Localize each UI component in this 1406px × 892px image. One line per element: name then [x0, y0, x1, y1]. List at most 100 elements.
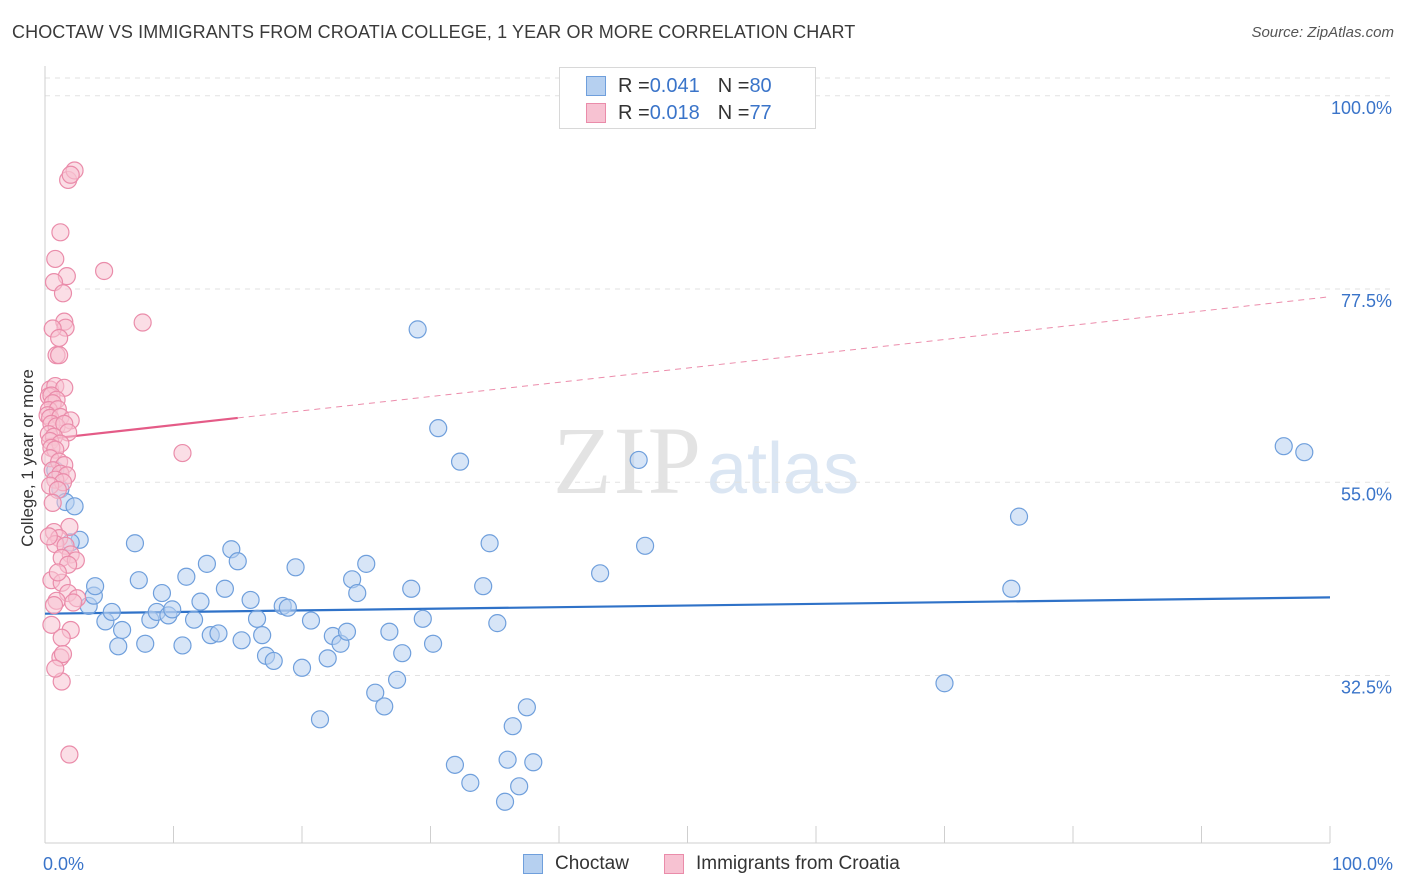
correlation-legend: R = 0.041 N = 80 R = 0.018 N = 77 [559, 67, 816, 129]
choctaw-point [102, 602, 121, 622]
croatia-point [43, 493, 62, 512]
choctaw-point [191, 592, 210, 611]
legend-row-choctaw: R = 0.041 N = 80 [586, 73, 772, 99]
choctaw-point [450, 452, 470, 471]
grid-lines [45, 77, 1393, 677]
choctaw-point [241, 590, 260, 610]
r-value-croatia: 0.018 [649, 101, 700, 124]
croatia-point [61, 165, 80, 184]
n-value-choctaw: 80 [749, 74, 772, 97]
r-label: R = [618, 101, 650, 124]
choctaw-point [1009, 507, 1029, 526]
choctaw-point [1295, 443, 1314, 462]
choctaw-point [935, 674, 954, 693]
tick-labels: 32.5% 55.0% 77.5% 100.0% 0.0% 100.0% [43, 98, 1393, 874]
choctaw-point [209, 624, 228, 643]
choctaw-point [1274, 437, 1293, 456]
choctaw-point [635, 536, 655, 555]
choctaw-point [357, 554, 376, 573]
n-label: N = [717, 101, 750, 124]
choctaw-point [264, 651, 283, 671]
croatia-point [46, 249, 65, 269]
choctaw-point [380, 622, 399, 641]
choctaw-point [301, 611, 321, 630]
croatia-point [95, 261, 114, 281]
choctaw-point [310, 710, 330, 729]
r-value-choctaw: 0.041 [649, 74, 700, 97]
choctaw-point [253, 626, 272, 645]
choctaw-point [152, 583, 172, 603]
choctaw-point [184, 610, 204, 629]
y-tick-label: 100.0% [1331, 98, 1392, 118]
choctaw-point [232, 631, 251, 650]
r-label: R = [618, 74, 650, 97]
choctaw-point [495, 792, 515, 811]
choctaw-legend-label: Choctaw [555, 853, 629, 874]
croatia-trend-line-dashed [237, 296, 1331, 419]
croatia-point [42, 615, 61, 634]
choctaw-point [524, 753, 543, 772]
choctaw-point [445, 755, 465, 774]
croatia-point [44, 595, 64, 615]
n-value-croatia: 77 [749, 101, 772, 124]
croatia-point [133, 313, 152, 332]
watermark-zip: ZIP [553, 407, 703, 514]
choctaw-point [488, 614, 507, 633]
croatia-legend-swatch [664, 854, 684, 874]
choctaw-point [591, 564, 610, 583]
choctaw-point [429, 419, 448, 438]
choctaw-point [228, 552, 247, 571]
choctaw-legend-swatch [523, 854, 543, 874]
choctaw-point [177, 567, 196, 586]
croatia-point [50, 328, 69, 348]
choctaw-point [112, 620, 132, 640]
choctaw-point [1002, 579, 1021, 598]
croatia-point [173, 443, 192, 463]
choctaw-point [474, 577, 493, 596]
n-label: N = [717, 74, 750, 97]
choctaw-point [278, 598, 297, 617]
croatia-point [39, 527, 58, 546]
choctaw-point [408, 320, 427, 339]
choctaw-point [393, 644, 412, 663]
choctaw-point [215, 579, 234, 598]
choctaw-point [366, 683, 385, 702]
source-credit: Source: ZipAtlas.com [1251, 24, 1394, 41]
x-tick-label-min: 0.0% [43, 854, 84, 874]
choctaw-point [109, 637, 128, 656]
legend-row-croatia: R = 0.018 N = 77 [586, 100, 772, 126]
croatia-point [53, 644, 73, 664]
choctaw-point [348, 583, 367, 603]
axes [44, 66, 1331, 844]
choctaw-point [413, 609, 432, 628]
choctaw-point [402, 579, 421, 598]
choctaw-point [247, 609, 267, 628]
choctaw-point [125, 534, 145, 553]
choctaw-point [510, 777, 529, 796]
choctaw-point [129, 571, 148, 590]
choctaw-point [629, 450, 648, 470]
choctaw-point [173, 636, 192, 655]
y-tick-label: 77.5% [1341, 291, 1392, 311]
croatia-point [46, 659, 65, 678]
choctaw-point [163, 600, 182, 619]
croatia-trend-line-solid [44, 416, 238, 441]
choctaw-point [86, 577, 105, 596]
watermark-atlas: atlas [707, 429, 860, 509]
data-points [38, 161, 1314, 811]
croatia-point [53, 284, 73, 303]
watermark: ZIPatlas [553, 405, 859, 516]
choctaw-point [136, 634, 155, 653]
croatia-point [60, 745, 79, 764]
y-axis-label: College, 1 year or more [18, 369, 37, 547]
choctaw-point [423, 634, 443, 653]
choctaw-point [197, 554, 217, 573]
x-tick-label-max: 100.0% [1332, 854, 1393, 874]
croatia-legend-label: Immigrants from Croatia [696, 853, 900, 874]
y-tick-label: 32.5% [1341, 678, 1392, 698]
choctaw-point [65, 497, 84, 516]
choctaw-point [480, 534, 499, 553]
choctaw-point [498, 750, 517, 769]
croatia-swatch [586, 103, 606, 123]
choctaw-swatch [586, 76, 606, 96]
